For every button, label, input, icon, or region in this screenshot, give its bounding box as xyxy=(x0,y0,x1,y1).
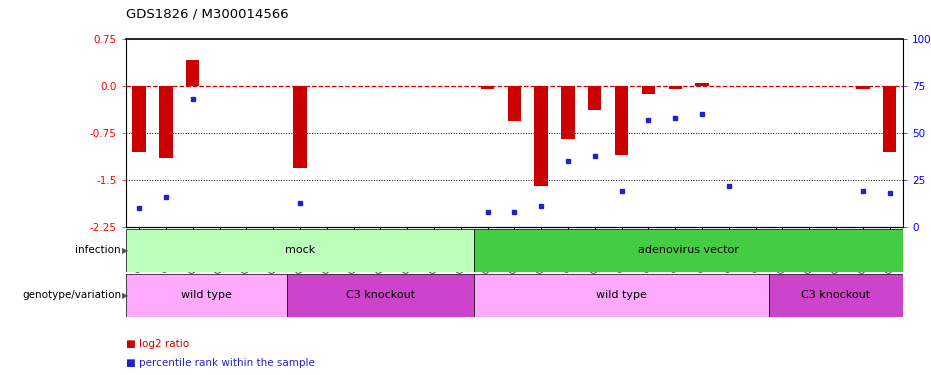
Bar xyxy=(186,60,199,86)
Text: wild type: wild type xyxy=(181,290,232,300)
Text: mock: mock xyxy=(285,245,315,255)
Bar xyxy=(668,86,681,89)
Bar xyxy=(287,274,474,317)
Text: C3 knockout: C3 knockout xyxy=(345,290,415,300)
Bar xyxy=(474,229,903,272)
Bar xyxy=(481,86,494,89)
Text: adenovirus vector: adenovirus vector xyxy=(638,245,739,255)
Text: ■ log2 ratio: ■ log2 ratio xyxy=(126,339,189,349)
Text: ■ percentile rank within the sample: ■ percentile rank within the sample xyxy=(126,358,315,368)
Bar xyxy=(132,86,146,152)
Bar xyxy=(474,274,769,317)
Bar xyxy=(857,86,870,89)
Bar xyxy=(695,82,708,86)
Bar xyxy=(126,274,287,317)
Bar xyxy=(507,86,521,121)
Bar xyxy=(769,274,903,317)
Text: wild type: wild type xyxy=(596,290,647,300)
Bar xyxy=(614,86,628,155)
Bar xyxy=(534,86,547,186)
Text: genotype/variation: genotype/variation xyxy=(22,290,121,300)
Bar xyxy=(883,86,897,152)
Bar xyxy=(126,229,474,272)
Bar xyxy=(588,86,601,110)
Text: GDS1826 / M300014566: GDS1826 / M300014566 xyxy=(126,8,289,21)
Bar xyxy=(641,86,655,94)
Text: ▶: ▶ xyxy=(122,246,128,255)
Text: C3 knockout: C3 knockout xyxy=(802,290,870,300)
Text: infection: infection xyxy=(75,245,121,255)
Bar xyxy=(293,86,306,168)
Text: ▶: ▶ xyxy=(122,291,128,300)
Bar xyxy=(561,86,574,140)
Bar xyxy=(159,86,172,158)
